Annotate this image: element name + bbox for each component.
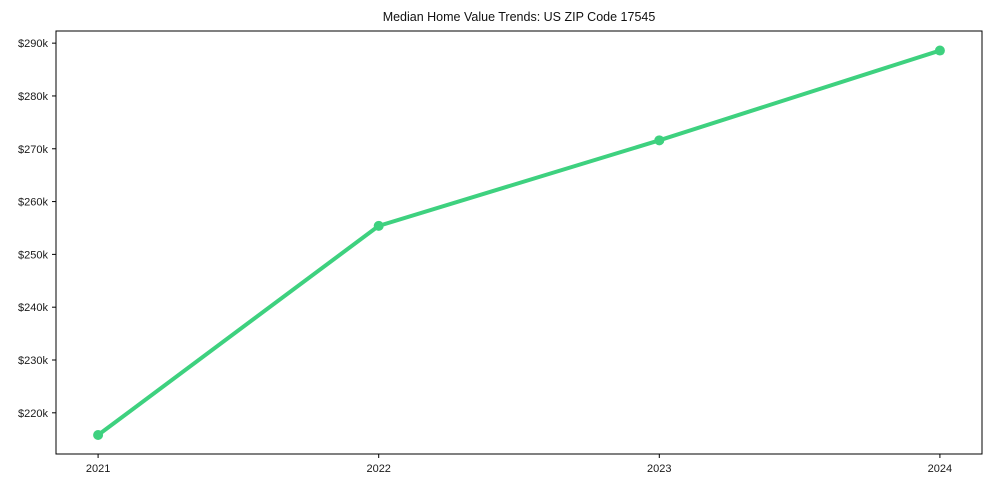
y-axis: $220k $230k $240k $250k $260k $270k $280k $290k <box>18 38 56 420</box>
y-tick-label: $240k <box>18 302 48 314</box>
x-tick-label: 2022 <box>366 463 390 475</box>
plot-border <box>55 30 983 455</box>
series-home-value <box>93 45 945 440</box>
y-tick-label: $290k <box>18 38 48 50</box>
x-axis: 2021 2022 2023 2024 <box>86 454 952 475</box>
y-tick-label: $230k <box>18 355 48 367</box>
y-tick-label: $220k <box>18 408 48 420</box>
x-tick-label: 2023 <box>647 463 671 475</box>
y-tick-label: $280k <box>18 91 48 103</box>
y-tick-label: $250k <box>18 249 48 261</box>
series-line <box>96 48 942 437</box>
x-tick-label: 2021 <box>86 463 110 475</box>
data-point-marker <box>934 45 945 56</box>
chart-title: Median Home Value Trends: US ZIP Code 17… <box>383 10 656 24</box>
y-tick-label: $270k <box>18 144 48 156</box>
x-tick-label: 2024 <box>928 463 952 475</box>
data-point-marker <box>373 220 384 231</box>
data-point-marker <box>654 135 665 146</box>
y-tick-label: $260k <box>18 197 48 209</box>
data-point-marker <box>93 429 104 440</box>
